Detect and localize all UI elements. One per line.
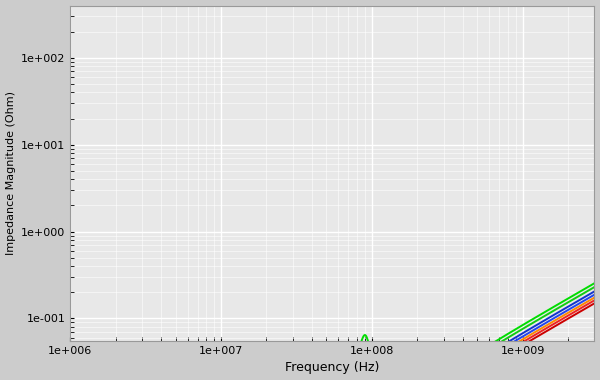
X-axis label: Frequency (Hz): Frequency (Hz) (285, 361, 380, 374)
Y-axis label: Impedance Magnitude (Ohm): Impedance Magnitude (Ohm) (5, 91, 16, 255)
